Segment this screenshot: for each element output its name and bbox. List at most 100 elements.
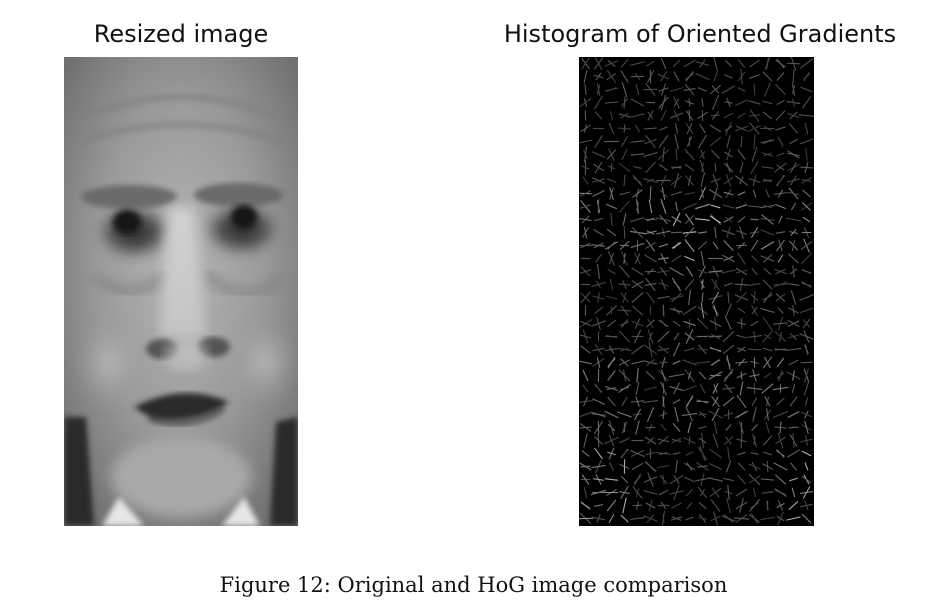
hog-orientation-line	[760, 478, 775, 481]
hog-orientation-line	[801, 513, 812, 524]
hog-orientation-line	[685, 407, 694, 422]
hog-orientation-line	[709, 124, 722, 133]
hog-orientation-line	[594, 436, 603, 445]
hog-orientation-line	[799, 58, 814, 69]
hog-orientation-line	[584, 84, 587, 95]
hog-orientation-line	[645, 277, 656, 292]
hog-orientation-line	[762, 179, 773, 182]
hog-orientation-line	[761, 491, 774, 494]
hog-orientation-line	[618, 330, 631, 343]
hog-orientation-line	[698, 437, 707, 444]
hog-orientation-line	[682, 202, 697, 211]
hog-orientation-line	[750, 320, 759, 327]
hog-orientation-line	[594, 95, 603, 110]
hog-orientation-line	[674, 133, 679, 150]
hog-orientation-line	[580, 257, 591, 260]
hog-orientation-line	[593, 74, 604, 79]
hog-orientation-line	[801, 176, 812, 185]
hog-orientation-line	[580, 465, 591, 468]
hog-orientation-line	[726, 162, 731, 173]
hog-orientation-line	[724, 59, 733, 68]
hog-orientation-line	[803, 73, 810, 80]
hog-orientation-line	[579, 218, 592, 221]
hog-orientation-line	[750, 160, 759, 175]
hog-orientation-line	[582, 176, 589, 185]
hog-orientation-line	[683, 88, 696, 91]
hog-orientation-line	[711, 359, 720, 366]
hog-orientation-line	[762, 71, 773, 82]
hog-orientation-line	[684, 163, 695, 172]
hog-orientation-line	[751, 424, 758, 431]
hog-orientation-line	[748, 514, 761, 523]
hog-orientation-line	[698, 413, 707, 416]
hog-orientation-line	[620, 98, 629, 107]
hog-orientation-line	[725, 174, 732, 187]
hog-orientation-line	[724, 282, 733, 287]
hog-orientation-line	[630, 113, 645, 118]
hog-orientation-line	[763, 308, 772, 313]
hog-orientation-line	[764, 356, 771, 369]
hog-orientation-line	[606, 319, 617, 328]
hog-orientation-line	[657, 438, 670, 443]
hog-orientation-line	[785, 217, 802, 222]
hog-orientation-line	[688, 290, 691, 305]
hog-orientation-line	[582, 369, 589, 382]
hog-orientation-line	[605, 295, 618, 300]
hog-orientation-line	[697, 241, 708, 250]
hog-orientation-line	[778, 215, 783, 224]
hog-orientation-line	[711, 111, 720, 120]
hog-orientation-line	[712, 174, 719, 187]
hog-orientation-line	[583, 486, 588, 499]
hog-orientation-line	[698, 134, 707, 149]
hog-orientation-line	[660, 57, 667, 70]
hog-orientation-line	[580, 320, 591, 327]
hog-orientation-line	[620, 112, 629, 119]
hog-orientation-line	[672, 452, 681, 455]
hog-orientation-line	[593, 478, 604, 481]
hog-orientation-line	[740, 68, 743, 85]
hog-orientation-line	[747, 335, 762, 338]
hog-orientation-line	[697, 486, 708, 499]
hog-orientation-line	[583, 433, 588, 448]
hog-orientation-line	[787, 283, 800, 286]
hog-orientation-line	[631, 462, 644, 471]
hog-orientation-line	[608, 345, 615, 354]
hog-orientation-line	[800, 252, 813, 265]
hog-orientation-line	[699, 150, 706, 159]
hog-orientation-line	[791, 487, 796, 498]
hog-orientation-line	[804, 161, 809, 174]
hog-orientation-line	[722, 330, 735, 343]
hog-orientation-line	[673, 332, 680, 341]
hog-orientation-line	[791, 82, 796, 97]
hog-orientation-line	[620, 59, 629, 68]
hog-orientation-line	[800, 240, 813, 251]
hog-orientation-line	[684, 278, 695, 291]
hog-orientation-line	[714, 226, 717, 239]
hog-orientation-line	[686, 502, 693, 509]
hog-orientation-line	[710, 333, 721, 340]
hog-orientation-line	[762, 279, 773, 290]
hog-orientation-line	[708, 189, 723, 198]
hog-orientation-line	[760, 139, 775, 144]
hog-orientation-line	[791, 239, 796, 252]
hog-orientation-line	[791, 384, 796, 393]
hog-orientation-line	[763, 152, 772, 157]
hog-orientation-line	[799, 307, 814, 314]
hog-orientation-line	[594, 161, 603, 174]
hog-orientation-line	[647, 318, 654, 329]
hog-orientation-line	[581, 165, 590, 170]
hog-orientation-line	[721, 85, 736, 94]
hog-orientation-line	[752, 406, 757, 423]
hog-orientation-line	[634, 124, 641, 133]
hog-orientation-line	[774, 331, 787, 342]
hog-orientation-line	[776, 502, 785, 509]
hog-orientation-line	[774, 348, 787, 351]
hog-orientation-line	[697, 269, 708, 274]
hog-orientation-line	[774, 203, 787, 210]
hog-orientation-line	[594, 343, 603, 356]
hog-orientation-line	[789, 477, 798, 482]
hog-orientation-line	[739, 277, 744, 292]
hog-orientation-line	[683, 59, 696, 68]
hog-orientation-line	[660, 381, 667, 396]
hog-orientation-line	[802, 202, 811, 211]
